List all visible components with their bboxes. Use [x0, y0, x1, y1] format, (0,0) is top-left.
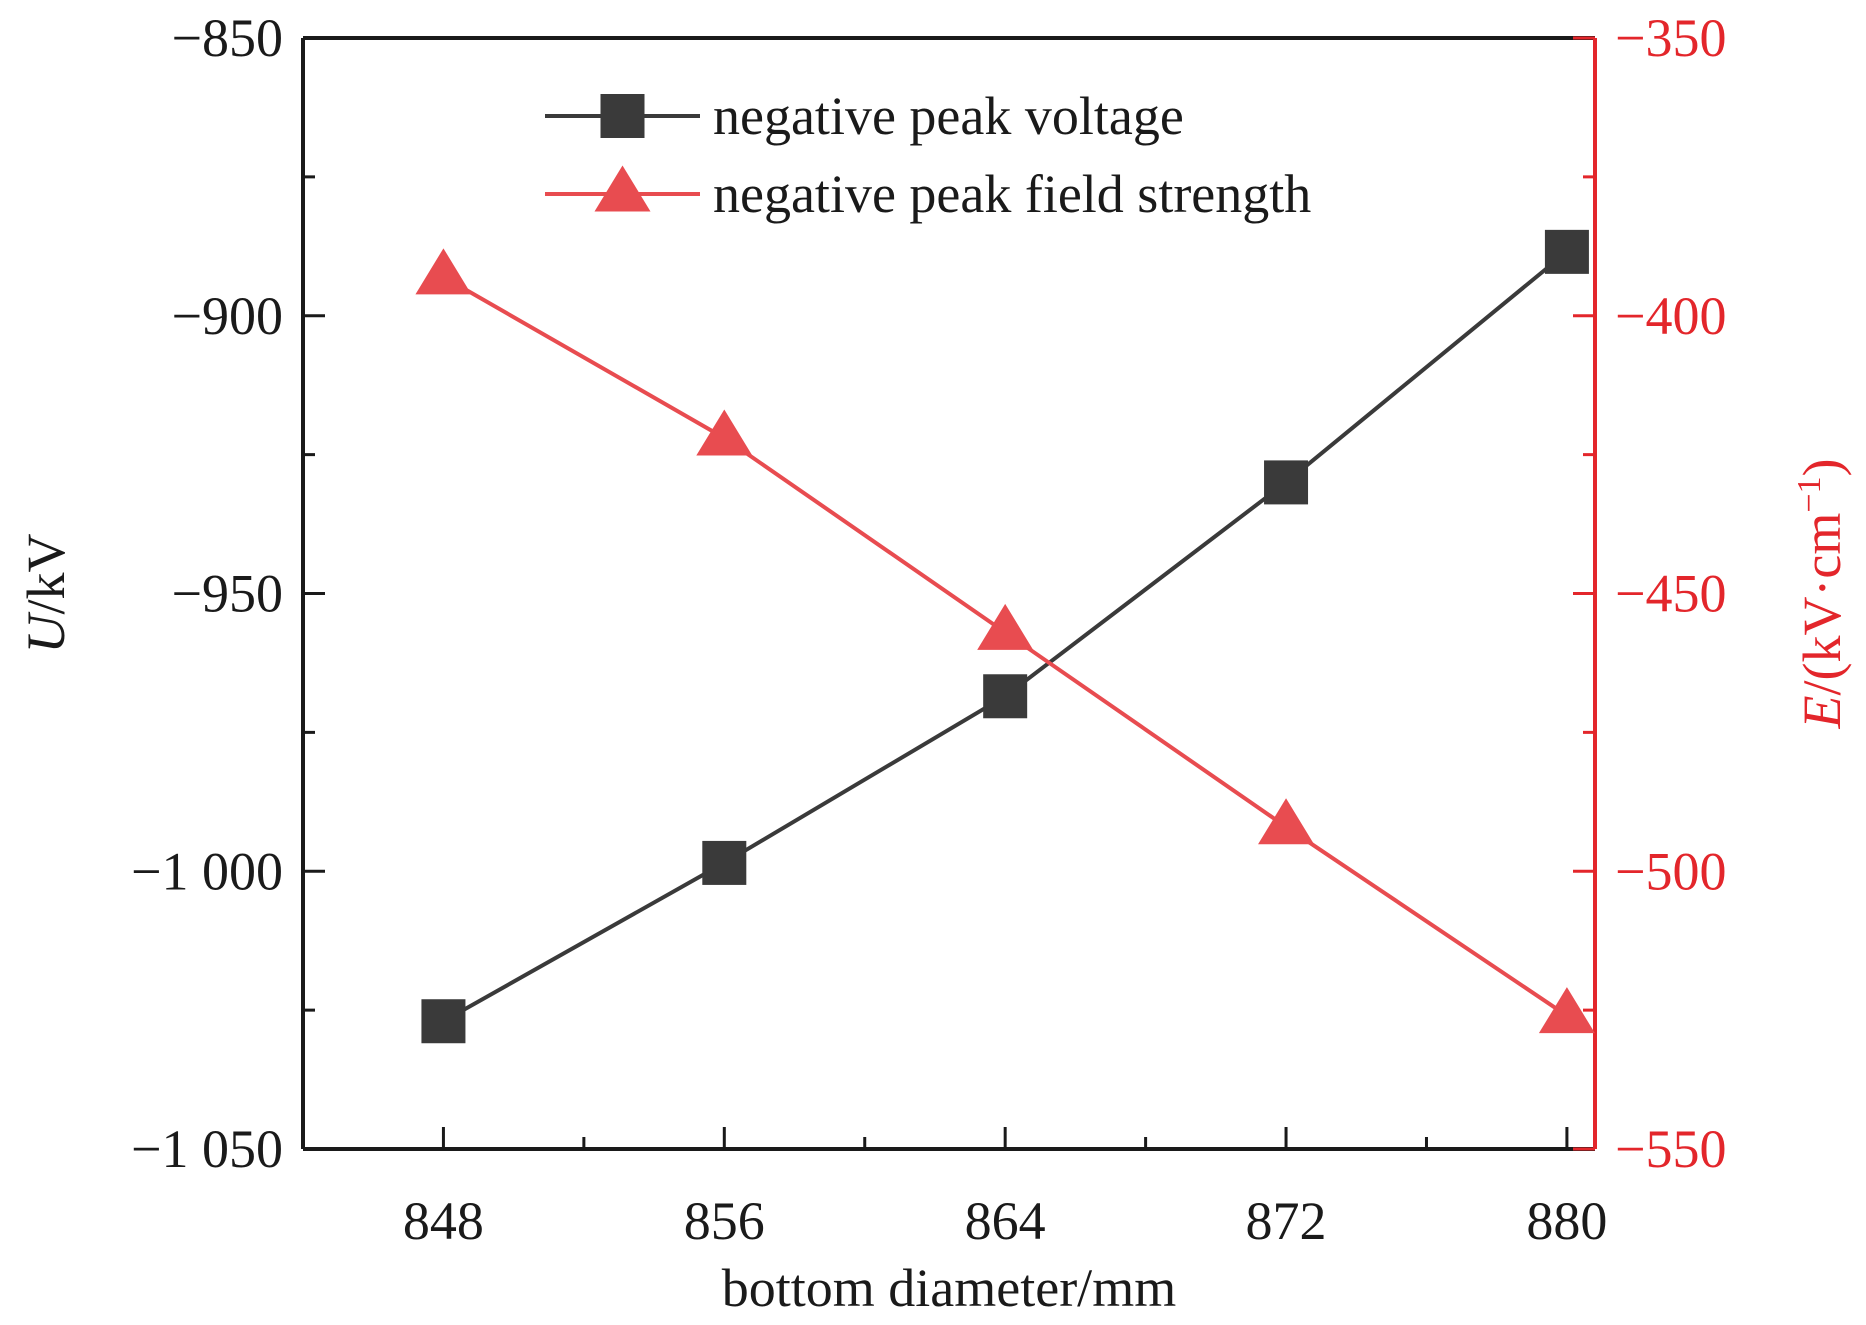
y-right-tick-label: −450: [1615, 564, 1726, 624]
y-left-tick-label: −900: [172, 286, 283, 346]
y-right-tick-label: −400: [1615, 286, 1726, 346]
y-right-axis-title-close: ): [1792, 458, 1852, 476]
data-point-voltage: [983, 674, 1028, 719]
y-left-axis-title: U/kV: [16, 533, 76, 653]
legend-item-voltage: negative peak voltage: [545, 86, 1184, 146]
x-tick-label: 872: [1246, 1191, 1327, 1251]
data-point-voltage: [1264, 460, 1309, 505]
x-tick-label: 880: [1526, 1191, 1607, 1251]
data-point-field-strength: [977, 603, 1034, 650]
legend-label-voltage: negative peak voltage: [713, 86, 1184, 146]
y-right-axis-title-symbol: E: [1792, 696, 1852, 730]
data-point-voltage: [1544, 229, 1589, 274]
x-tick-label: 848: [403, 1191, 484, 1251]
axes: 848 856 864 872 880 −850 −900 −950 −1 000 −1 050 −…: [16, 8, 1852, 1318]
y-left-tick-label: −950: [172, 564, 283, 624]
data-point-voltage: [421, 999, 466, 1044]
y-right-axis-title: E/(kV·cm−1): [1791, 458, 1852, 729]
legend-marker-triangle-icon: [594, 165, 651, 212]
y-right-tick-label: −350: [1615, 8, 1726, 68]
y-left-tick-label: −1 050: [131, 1119, 283, 1179]
y-right-axis-title-superscript: −1: [1791, 476, 1828, 512]
legend-item-field-strength: negative peak field strength: [545, 164, 1311, 224]
y-left-tick-label: −850: [172, 8, 283, 68]
y-left-axis-title-symbol: U: [16, 612, 76, 654]
x-tick-label: 864: [965, 1191, 1046, 1251]
data-point-field-strength: [696, 409, 753, 456]
series-field-strength: [415, 248, 1595, 1034]
y-right-tick-label: −500: [1615, 841, 1726, 901]
x-tick-label: 856: [684, 1191, 765, 1251]
data-point-field-strength: [415, 248, 472, 295]
legend: negative peak voltage negative peak field…: [545, 86, 1311, 224]
series-voltage: [421, 229, 1589, 1044]
legend-marker-square-icon: [600, 94, 645, 138]
data-point-field-strength: [1258, 798, 1315, 845]
data-point-voltage: [702, 840, 747, 885]
legend-label-field-strength: negative peak field strength: [713, 164, 1311, 224]
y-left-axis-title-unit: /kV: [16, 533, 76, 614]
y-right-tick-label: −550: [1615, 1119, 1726, 1179]
x-axis-title: bottom diameter/mm: [722, 1258, 1176, 1318]
y-right-axis-title-unit: /(kV·cm: [1792, 513, 1852, 696]
data-point-field-strength: [1538, 987, 1595, 1034]
series-layer: [415, 229, 1595, 1044]
y-left-tick-label: −1 000: [131, 841, 283, 901]
